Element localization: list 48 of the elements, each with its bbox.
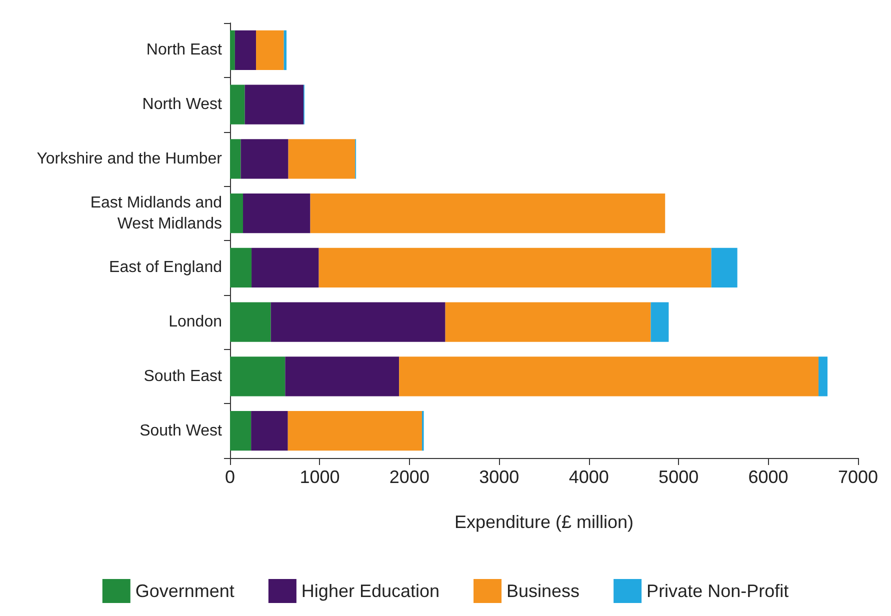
y-tick-label: London — [168, 314, 222, 331]
x-tick-label: 7000 — [838, 467, 878, 487]
x-tick-label: 2000 — [389, 467, 430, 487]
x-tick-label: 4000 — [568, 467, 609, 487]
bar — [230, 193, 244, 234]
y-tick-label: East of England — [109, 259, 222, 276]
bar — [318, 248, 712, 288]
bar — [288, 139, 356, 179]
bar — [234, 30, 256, 70]
bar — [288, 410, 422, 451]
bar — [230, 302, 271, 342]
bar — [399, 356, 819, 396]
bar — [240, 139, 288, 179]
bar — [230, 139, 241, 179]
y-tick-label: South East — [144, 368, 223, 385]
bar — [252, 248, 319, 288]
y-tick-label: East Midlands and West Midlands — [90, 194, 222, 232]
y-tick-label: North West — [142, 96, 223, 114]
bar — [230, 30, 235, 70]
bar — [230, 248, 252, 288]
bar — [711, 248, 738, 288]
bar — [244, 84, 304, 124]
legend-label: Private Non-Profit — [646, 581, 789, 601]
bar — [230, 84, 245, 124]
bar — [285, 356, 400, 396]
bar — [650, 302, 669, 342]
y-tick-label: South West — [140, 422, 223, 440]
y-tick-label: Yorkshire and the Humber — [36, 150, 223, 168]
x-tick-label: 3000 — [479, 467, 520, 487]
x-tick-label: 1000 — [300, 467, 340, 487]
x-axis-title: Expenditure (£ million) — [454, 512, 634, 532]
x-tick-label: 0 — [224, 467, 236, 487]
legend-label: Higher Education — [301, 581, 440, 601]
x-tick-label: 6000 — [748, 467, 788, 487]
legend-label: Business — [506, 581, 580, 601]
bar — [256, 30, 284, 70]
bar — [284, 30, 287, 70]
x-tick-label: 5000 — [658, 467, 699, 487]
bar — [230, 356, 286, 396]
bar — [251, 410, 288, 451]
bar — [243, 193, 310, 234]
bar — [310, 193, 666, 234]
bar — [445, 302, 651, 342]
bar — [818, 356, 828, 396]
bar — [270, 302, 446, 342]
legend-label: Government — [135, 581, 234, 601]
y-tick-label: North East — [146, 42, 223, 59]
bar — [230, 410, 252, 451]
